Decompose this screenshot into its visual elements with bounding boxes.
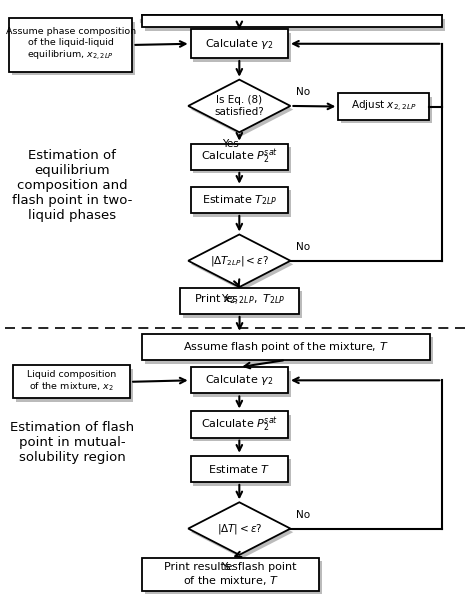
Text: Yes: Yes — [221, 562, 237, 572]
Text: Estimate $T_{2LP}$: Estimate $T_{2LP}$ — [201, 193, 277, 207]
Polygon shape — [191, 238, 293, 290]
FancyBboxPatch shape — [191, 456, 288, 482]
Text: Print $x_{2,2LP},\ T_{2LP}$: Print $x_{2,2LP},\ T_{2LP}$ — [194, 293, 285, 309]
Text: Calculate $P_2^{sat}$: Calculate $P_2^{sat}$ — [201, 148, 278, 166]
FancyBboxPatch shape — [145, 561, 321, 594]
FancyBboxPatch shape — [193, 459, 291, 486]
Text: Liquid composition
of the mixture, $x_2$: Liquid composition of the mixture, $x_2$ — [27, 370, 116, 393]
FancyBboxPatch shape — [145, 337, 433, 364]
FancyBboxPatch shape — [16, 369, 133, 402]
Polygon shape — [188, 234, 291, 287]
Text: Assume phase composition
of the liquid-liquid
equilibrium, $x_{2,2LP}$: Assume phase composition of the liquid-l… — [6, 27, 136, 62]
FancyBboxPatch shape — [183, 291, 301, 318]
FancyBboxPatch shape — [12, 21, 135, 76]
Text: Is Eq. (8)
satisfied?: Is Eq. (8) satisfied? — [214, 95, 264, 117]
Polygon shape — [191, 506, 293, 559]
FancyBboxPatch shape — [191, 367, 288, 393]
FancyBboxPatch shape — [193, 415, 291, 441]
FancyBboxPatch shape — [142, 15, 442, 27]
FancyBboxPatch shape — [338, 93, 429, 120]
Polygon shape — [188, 502, 291, 555]
FancyBboxPatch shape — [13, 365, 130, 398]
Text: Estimation of flash
point in mutual-
solubility region: Estimation of flash point in mutual- sol… — [10, 421, 134, 464]
Text: No: No — [296, 242, 310, 252]
Text: No: No — [296, 87, 310, 97]
Text: Estimation of
equilibrium
composition and
flash point in two-
liquid phases: Estimation of equilibrium composition an… — [12, 149, 132, 222]
FancyBboxPatch shape — [191, 29, 288, 58]
Text: Calculate $\gamma_2$: Calculate $\gamma_2$ — [205, 37, 273, 51]
FancyBboxPatch shape — [145, 19, 445, 30]
Polygon shape — [188, 80, 291, 132]
Text: Calculate $P_2^{sat}$: Calculate $P_2^{sat}$ — [201, 415, 278, 434]
FancyBboxPatch shape — [193, 147, 291, 173]
FancyBboxPatch shape — [193, 33, 291, 62]
FancyBboxPatch shape — [9, 18, 132, 72]
Text: Yes: Yes — [222, 140, 238, 149]
FancyBboxPatch shape — [341, 97, 432, 123]
FancyBboxPatch shape — [193, 190, 291, 217]
FancyBboxPatch shape — [191, 187, 288, 213]
Text: Adjust $x_{2,2LP}$: Adjust $x_{2,2LP}$ — [351, 99, 416, 114]
FancyBboxPatch shape — [142, 334, 430, 360]
Text: Estimate $T$: Estimate $T$ — [208, 463, 271, 475]
FancyBboxPatch shape — [142, 558, 319, 590]
FancyBboxPatch shape — [193, 371, 291, 397]
Text: $|\Delta T| < \varepsilon$?: $|\Delta T| < \varepsilon$? — [217, 522, 262, 536]
Text: Calculate $\gamma_2$: Calculate $\gamma_2$ — [205, 373, 273, 387]
FancyBboxPatch shape — [191, 143, 288, 170]
FancyBboxPatch shape — [180, 288, 299, 314]
Text: No: No — [296, 509, 310, 520]
Text: Assume flash point of the mixture, $T$: Assume flash point of the mixture, $T$ — [183, 340, 389, 354]
Polygon shape — [191, 83, 293, 136]
FancyBboxPatch shape — [191, 411, 288, 438]
Text: $|\Delta T_{2LP}| < \varepsilon$?: $|\Delta T_{2LP}| < \varepsilon$? — [210, 254, 269, 268]
Text: Yes: Yes — [221, 294, 237, 304]
Text: Print results: flash point
of the mixture, $T$: Print results: flash point of the mixtur… — [164, 562, 297, 587]
